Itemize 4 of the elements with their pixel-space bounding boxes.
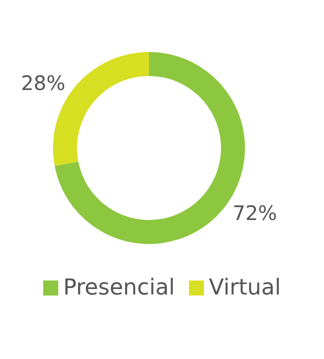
data-label: 28%	[20, 70, 66, 95]
legend-label: Virtual	[208, 276, 281, 300]
data-label: 72%	[232, 201, 278, 226]
legend-label: Presencial	[63, 276, 175, 300]
